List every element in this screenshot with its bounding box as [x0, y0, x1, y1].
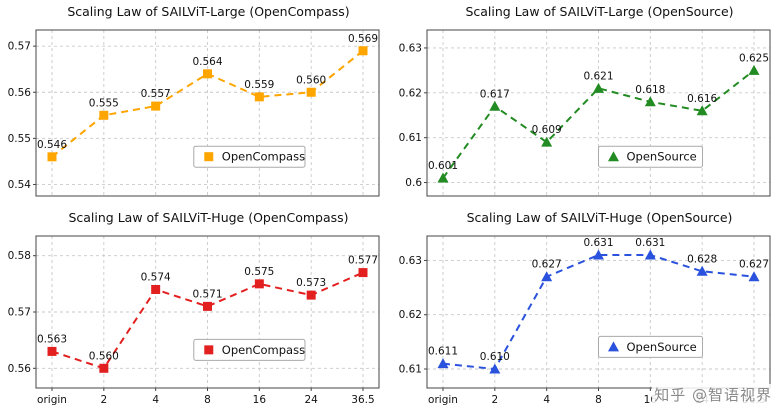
watermark: 知乎 @智语视界 — [652, 384, 774, 405]
svg-text:0.6: 0.6 — [405, 177, 422, 189]
svg-text:0.610: 0.610 — [480, 351, 510, 363]
svg-text:0.577: 0.577 — [348, 255, 378, 267]
svg-text:0.616: 0.616 — [687, 93, 717, 105]
svg-text:0.63: 0.63 — [399, 255, 422, 267]
svg-text:0.557: 0.557 — [141, 88, 171, 100]
svg-text:0.571: 0.571 — [192, 288, 222, 300]
svg-text:8: 8 — [204, 394, 211, 406]
line-plot-huge-opensource: 0.610.620.63origin248162436.50.6110.6100… — [399, 235, 771, 406]
svg-text:24: 24 — [304, 394, 318, 406]
svg-text:0.62: 0.62 — [399, 309, 422, 321]
chart-title: Scaling Law of SAILViT-Large (OpenSource… — [465, 4, 734, 19]
chart-title: Scaling Law of SAILViT-Huge (OpenSource) — [466, 210, 733, 225]
svg-text:0.563: 0.563 — [37, 333, 67, 345]
svg-text:origin: origin — [428, 394, 458, 406]
svg-text:0.560: 0.560 — [296, 74, 326, 86]
chart-sailvit-huge-opensource: Scaling Law of SAILViT-Huge (OpenSource)… — [391, 206, 782, 412]
svg-text:0.564: 0.564 — [192, 56, 222, 68]
svg-text:0.573: 0.573 — [296, 277, 326, 289]
svg-text:0.618: 0.618 — [635, 84, 665, 96]
line-plot-large-opensource: 0.6 0.61 0.62 0.63 0.601 0.617 0.609 0.621 0.618… — [399, 29, 771, 197]
svg-text:0.628: 0.628 — [687, 253, 717, 265]
svg-text:OpenCompass: OpenCompass — [222, 150, 305, 164]
svg-text:0.631: 0.631 — [583, 237, 613, 249]
svg-text:4: 4 — [152, 394, 159, 406]
legend: OpenSource — [598, 145, 703, 168]
svg-text:OpenSource: OpenSource — [627, 340, 697, 354]
svg-text:16: 16 — [253, 394, 267, 406]
svg-text:0.560: 0.560 — [89, 350, 119, 362]
svg-text:0.609: 0.609 — [532, 124, 562, 136]
svg-text:0.56: 0.56 — [8, 363, 32, 375]
svg-text:OpenSource: OpenSource — [627, 150, 697, 164]
svg-text:0.559: 0.559 — [244, 79, 274, 91]
svg-text:0.627: 0.627 — [532, 259, 562, 271]
svg-text:36.5: 36.5 — [351, 394, 374, 406]
svg-text:origin: origin — [37, 394, 67, 406]
svg-text:0.546: 0.546 — [37, 139, 67, 151]
svg-text:0.54: 0.54 — [8, 179, 32, 191]
chart-sailvit-large-opencompass: Scaling Law of SAILViT-Large (OpenCompas… — [0, 0, 391, 206]
svg-text:0.601: 0.601 — [428, 160, 458, 172]
svg-text:0.574: 0.574 — [141, 271, 171, 283]
legend: OpenCompass — [193, 338, 306, 361]
svg-text:0.63: 0.63 — [399, 42, 422, 54]
svg-text:0.56: 0.56 — [8, 87, 32, 99]
svg-text:4: 4 — [543, 394, 550, 406]
chart-sailvit-large-opensource: Scaling Law of SAILViT-Large (OpenSource… — [391, 0, 782, 206]
svg-text:0.55: 0.55 — [8, 133, 31, 145]
svg-text:OpenCompass: OpenCompass — [222, 343, 305, 357]
svg-text:8: 8 — [595, 394, 602, 406]
svg-text:0.627: 0.627 — [739, 259, 769, 271]
svg-text:0.611: 0.611 — [428, 346, 458, 358]
svg-text:0.61: 0.61 — [399, 364, 422, 376]
chart-sailvit-huge-opencompass: Scaling Law of SAILViT-Huge (OpenCompass… — [0, 206, 391, 412]
svg-text:0.57: 0.57 — [8, 41, 31, 53]
svg-text:0.621: 0.621 — [583, 70, 613, 82]
svg-text:2: 2 — [491, 394, 498, 406]
chart-title: Scaling Law of SAILViT-Huge (OpenCompass… — [68, 210, 349, 225]
svg-text:0.625: 0.625 — [739, 52, 769, 64]
svg-text:0.58: 0.58 — [8, 250, 31, 262]
svg-text:0.631: 0.631 — [635, 237, 665, 249]
svg-text:0.57: 0.57 — [8, 307, 31, 319]
svg-text:0.61: 0.61 — [399, 132, 422, 144]
legend: OpenSource — [598, 335, 703, 358]
svg-text:2: 2 — [100, 394, 107, 406]
svg-text:0.62: 0.62 — [399, 87, 422, 99]
chart-title: Scaling Law of SAILViT-Large (OpenCompas… — [67, 4, 350, 19]
svg-text:0.575: 0.575 — [244, 266, 274, 278]
svg-text:0.617: 0.617 — [480, 88, 510, 100]
svg-text:0.555: 0.555 — [89, 97, 119, 109]
svg-text:0.569: 0.569 — [348, 33, 378, 45]
legend: OpenCompass — [193, 145, 306, 168]
line-plot-large-opencompass: 0.54 0.55 0.56 0.57 0.546 0.555 0.557 0.564 0.55… — [8, 29, 380, 197]
